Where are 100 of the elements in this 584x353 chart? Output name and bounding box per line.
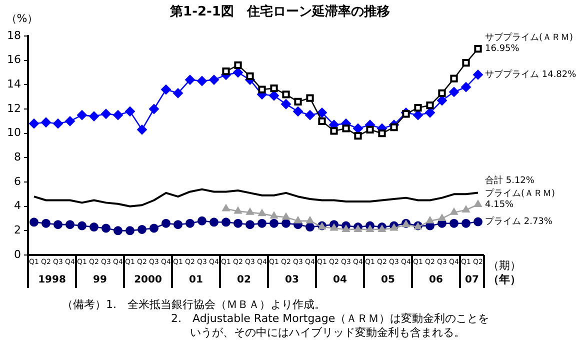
text: （年）: [488, 272, 521, 286]
point: [414, 104, 422, 112]
point: [270, 218, 278, 228]
point: [65, 116, 75, 126]
point: [258, 218, 266, 228]
point: [222, 67, 230, 76]
point: [366, 224, 374, 232]
point: [462, 58, 470, 67]
text: 合計 5.12%: [485, 176, 534, 186]
text: 04: [333, 274, 347, 286]
point: [173, 88, 183, 98]
point: [149, 104, 159, 114]
point: [282, 218, 290, 228]
text: 1998: [38, 274, 66, 286]
text: 06: [429, 274, 443, 286]
y-tick-label: 16: [6, 53, 21, 66]
text: 2000: [134, 274, 162, 286]
point: [354, 132, 362, 140]
point: [270, 212, 278, 219]
point: [390, 123, 398, 132]
point: [40, 117, 51, 128]
point: [186, 218, 194, 228]
data-label: 4.15%: [485, 200, 514, 210]
point: [234, 61, 242, 70]
point: [197, 76, 207, 86]
text: プライム 2.73%: [485, 217, 552, 228]
point: [150, 224, 158, 233]
point: [233, 68, 243, 78]
point: [426, 102, 434, 110]
point: [366, 126, 374, 134]
point: [281, 99, 291, 110]
text: 07: [465, 274, 479, 286]
chart-title: 第1-2-1図 住宅ローン延滞率の推移: [169, 3, 390, 20]
point: [174, 220, 182, 230]
point: [258, 86, 266, 94]
point: [210, 218, 218, 227]
series-label: プライム(ＡＲＭ): [485, 188, 556, 199]
point: [450, 208, 458, 215]
point: [438, 89, 446, 98]
point: [305, 110, 315, 120]
point: [77, 110, 87, 120]
point: [246, 220, 254, 230]
text: 2. Adjustable Rate Mortgage（ＡＲＭ）は変動金利のことをいうが、その中にはハイブリッド変動金利も含まれる。: [171, 312, 490, 339]
y-tick-label: 2: [14, 224, 21, 237]
point: [185, 74, 195, 85]
point: [126, 226, 134, 236]
point: [234, 218, 242, 228]
point: [474, 217, 482, 226]
point: [78, 221, 86, 230]
point: [293, 106, 303, 116]
text: 03: [285, 274, 299, 286]
text: 02: [237, 274, 251, 286]
point: [162, 218, 170, 228]
series-label: サブプライム(ＡＲＭ): [485, 32, 574, 44]
point: [90, 222, 98, 232]
point: [390, 224, 398, 231]
point: [426, 216, 434, 224]
point: [270, 84, 278, 92]
point: [461, 82, 471, 92]
y-axis-title: （%）: [6, 12, 38, 25]
point: [282, 212, 290, 220]
point: [89, 111, 99, 122]
point: [413, 110, 423, 120]
y-tick-label: 18: [6, 28, 21, 42]
y-tick-label: 8: [14, 150, 21, 164]
text: サブプライム 14.82%: [485, 70, 576, 80]
point: [66, 220, 74, 230]
point: [101, 108, 111, 119]
point: [462, 205, 470, 212]
point: [222, 204, 230, 212]
point: [246, 208, 254, 215]
point: [342, 124, 350, 132]
point: [54, 220, 62, 230]
point: [474, 44, 482, 53]
y-tick-label: 14: [6, 78, 21, 91]
point: [41, 218, 50, 228]
y-tick-label: 0: [14, 248, 21, 261]
point: [125, 106, 135, 116]
text: 05: [381, 274, 395, 286]
point: [258, 209, 266, 216]
point: [161, 84, 171, 95]
point: [234, 206, 242, 214]
x-axis-title: （期）: [488, 258, 521, 272]
point: [102, 224, 110, 233]
point: [113, 110, 123, 120]
point: [198, 216, 206, 226]
y-tick-label: 10: [6, 126, 21, 140]
point: [114, 226, 122, 236]
point: [438, 214, 446, 221]
point: [330, 127, 338, 135]
point: [294, 98, 302, 106]
text: 99: [93, 274, 107, 286]
point: [138, 224, 146, 234]
point: [425, 108, 435, 118]
y-tick-label: 6: [14, 174, 21, 188]
point: [29, 218, 38, 227]
point: [378, 130, 386, 138]
point: [306, 222, 314, 232]
point: [353, 123, 363, 134]
point: [462, 218, 470, 228]
